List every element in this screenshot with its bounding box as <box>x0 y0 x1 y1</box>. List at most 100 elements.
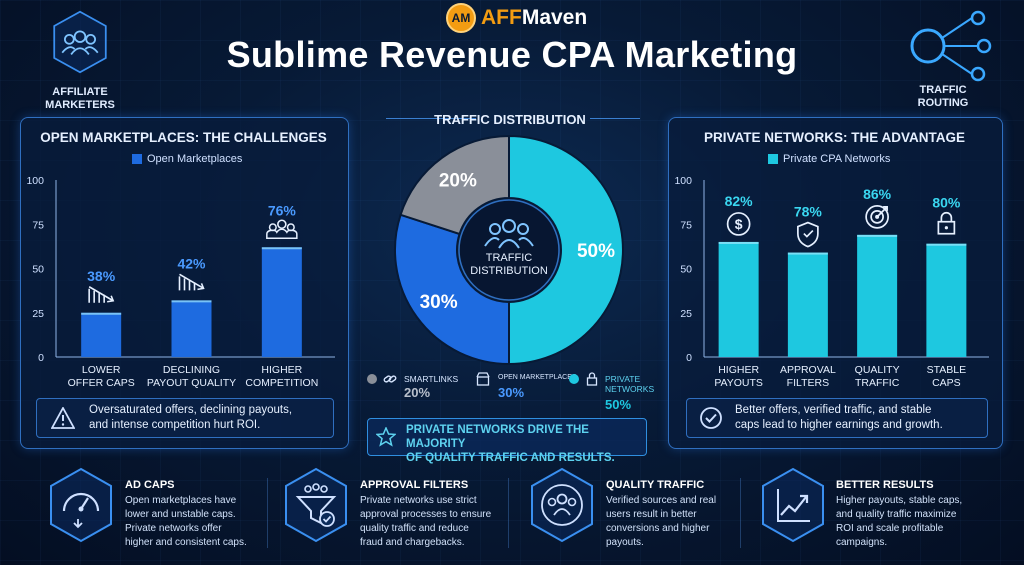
check-circle-icon <box>699 406 723 435</box>
lock-icon <box>586 372 598 391</box>
feature-ad-caps-text: Open marketplaces have lower and unstabl… <box>125 495 247 548</box>
right-panel-title: PRIVATE NETWORKS: THE ADVANTAGE <box>704 130 965 145</box>
y-tick-label: 50 <box>32 264 44 276</box>
right-note-text: Better offers, verified traffic, and sta… <box>735 404 943 431</box>
y-tick-label: 75 <box>680 219 692 231</box>
smartlinks-label: SMARTLINKS <box>404 374 459 384</box>
bar-highlight <box>787 252 828 255</box>
x-category-label: PAYOUT QUALITY <box>147 377 236 389</box>
left-legend-swatch <box>132 154 142 164</box>
feature-approval-filters-title: APPROVAL FILTERS <box>360 479 469 491</box>
network-routing-icon <box>910 10 992 82</box>
better-results-hex <box>760 467 826 548</box>
x-category-label: LOWER <box>82 364 121 376</box>
affiliate-marketers-badge <box>48 10 112 79</box>
ad-caps-hex <box>48 467 114 548</box>
brand-name-part2: Maven <box>521 6 588 29</box>
left-panel-title: OPEN MARKETPLACES: THE CHALLENGES <box>40 130 327 145</box>
affiliate-marketers-label: AFFILIATE MARKETERS <box>45 86 115 111</box>
donut-slice <box>508 134 624 366</box>
y-tick-label: 0 <box>38 352 44 364</box>
feature-quality-traffic-title: QUALITY TRAFFIC <box>606 479 705 491</box>
y-tick-label: 25 <box>680 308 692 320</box>
bar-value-label: 80% <box>932 195 961 211</box>
users-target-icon <box>531 467 593 543</box>
trend-down-icon <box>178 273 205 291</box>
y-tick-label: 100 <box>26 175 44 187</box>
x-category-label: APPROVAL <box>780 364 836 376</box>
donut-title-rule-left <box>386 118 476 119</box>
private-networks-dot <box>569 374 579 384</box>
feature-divider <box>740 478 741 548</box>
right-note-box: Better offers, verified traffic, and sta… <box>686 398 988 438</box>
right-legend: Private CPA Networks <box>768 153 890 165</box>
link-icon <box>383 372 397 391</box>
feature-approval-filters-text: Private networks use strict approval pro… <box>360 495 492 548</box>
users-group-icon <box>266 219 298 240</box>
bar-highlight <box>926 243 967 246</box>
x-category-label: DECLINING <box>163 364 220 376</box>
y-tick-label: 25 <box>32 308 44 320</box>
donut-center-icon <box>480 218 538 255</box>
bar <box>171 300 212 357</box>
quality-traffic-hex <box>529 467 595 548</box>
lock-icon <box>937 211 956 235</box>
donut-callout-text: PRIVATE NETWORKS DRIVE THE MAJORITY OF Q… <box>406 424 615 464</box>
y-tick-label: 75 <box>32 219 44 231</box>
left-note-text: Oversaturated offers, declining payouts,… <box>89 404 293 431</box>
bar <box>857 234 898 357</box>
feature-divider <box>267 478 268 548</box>
feature-divider <box>508 478 509 548</box>
svg-text:$: $ <box>735 216 743 232</box>
bar-highlight <box>718 241 759 244</box>
smartlinks-value: 20% <box>404 385 431 400</box>
left-legend: Open Marketplaces <box>132 153 242 165</box>
donut-slice <box>394 213 510 366</box>
donut-slice <box>399 134 510 236</box>
bar <box>81 312 122 357</box>
x-category-label: FILTERS <box>787 377 829 389</box>
feature-better-results-title: BETTER RESULTS <box>836 479 934 491</box>
dollar-icon: $ <box>726 212 751 236</box>
donut-center-label: TRAFFIC DISTRIBUTION <box>470 252 548 277</box>
donut-title-rule-right <box>590 118 640 119</box>
donut-slice-label: 30% <box>420 292 458 313</box>
smartlinks-dot <box>367 374 377 384</box>
bar-value-label: 86% <box>863 186 892 202</box>
x-category-label: CAPS <box>932 377 961 389</box>
star-icon <box>375 426 397 451</box>
donut-callout-box: PRIVATE NETWORKS DRIVE THE MAJORITY OF Q… <box>367 418 647 464</box>
donut-center <box>458 199 560 301</box>
approval-filters-hex <box>283 467 349 548</box>
donut-slice-label: 20% <box>439 171 477 192</box>
x-category-label: QUALITY <box>855 364 900 376</box>
users-group-icon <box>53 10 107 74</box>
funnel-icon <box>285 467 347 543</box>
bar <box>718 241 759 357</box>
store-icon <box>476 372 490 391</box>
brand-logo: AM AFFMaven <box>446 3 587 33</box>
traffic-donut-chart: 50% 30% 20% <box>394 134 624 366</box>
private-networks-value: 50% <box>605 397 632 412</box>
feature-quality-traffic-text: Verified sources and real users result i… <box>606 495 717 548</box>
donut-slice-label: 50% <box>577 241 615 262</box>
right-legend-label: Private CPA Networks <box>783 153 891 165</box>
feature-better-results-text: Higher payouts, stable caps, and quality… <box>836 495 963 548</box>
brand-name-part1: AFF <box>481 6 522 29</box>
open-marketplaces-label: OPEN MARKETPLACES <box>498 374 577 381</box>
y-tick-label: 50 <box>680 264 692 276</box>
bar-value-label: 42% <box>177 255 206 271</box>
x-category-label: STABLE <box>927 364 967 376</box>
left-legend-label: Open Marketplaces <box>147 153 243 165</box>
bar-highlight <box>171 300 212 303</box>
bar <box>926 243 967 357</box>
growth-chart-icon <box>762 467 824 543</box>
bar <box>787 252 828 357</box>
bar <box>261 247 302 357</box>
